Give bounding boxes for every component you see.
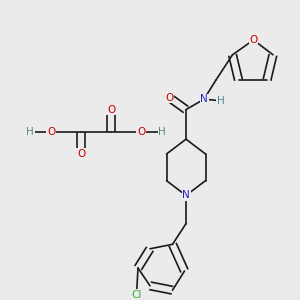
Text: N: N — [182, 190, 190, 200]
Text: H: H — [26, 127, 34, 137]
Text: O: O — [47, 127, 55, 137]
Text: O: O — [249, 35, 258, 45]
Text: N: N — [200, 94, 208, 104]
Text: O: O — [165, 93, 174, 103]
Text: O: O — [137, 127, 145, 137]
Text: O: O — [107, 105, 115, 115]
Text: H: H — [158, 127, 166, 137]
Text: O: O — [77, 149, 85, 159]
Text: H: H — [217, 96, 224, 106]
Text: Cl: Cl — [131, 290, 142, 300]
